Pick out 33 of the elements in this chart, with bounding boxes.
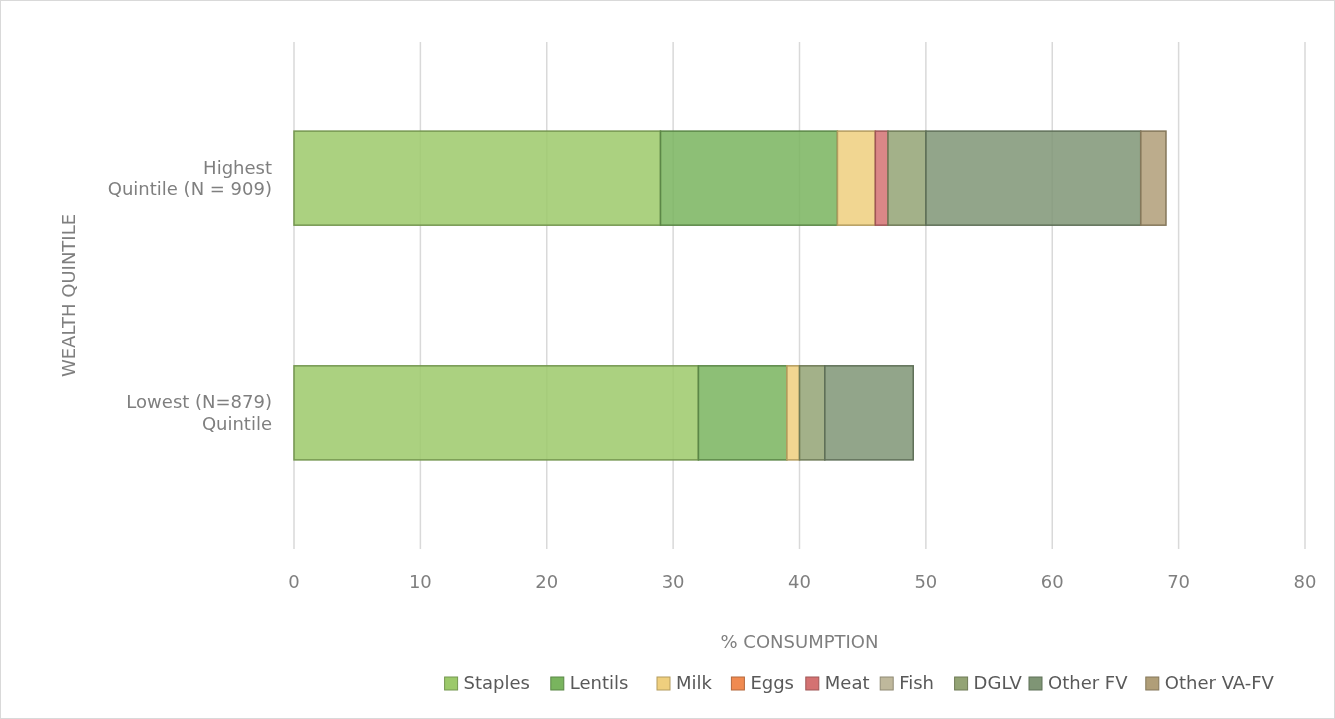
bar bbox=[293, 130, 662, 226]
bar bbox=[798, 365, 826, 461]
x-tick-label: 10 bbox=[408, 571, 432, 592]
x-tick-label: 30 bbox=[661, 571, 685, 592]
legend-label: Other FV bbox=[1048, 672, 1129, 693]
bar bbox=[659, 130, 839, 226]
bar bbox=[824, 365, 914, 461]
x-tick-label: 80 bbox=[1293, 571, 1317, 592]
legend-label: Eggs bbox=[750, 672, 795, 693]
x-tick-label: 20 bbox=[535, 571, 559, 592]
bar bbox=[925, 130, 1142, 226]
x-tick-label: 0 bbox=[288, 571, 300, 592]
legend-label: DGLV bbox=[973, 672, 1023, 693]
bar bbox=[293, 365, 700, 461]
y-tick-label: Highest Quintile (N = 909) bbox=[107, 156, 272, 200]
bar bbox=[1139, 130, 1167, 226]
bar bbox=[697, 365, 788, 461]
legend-label: Staples bbox=[463, 672, 531, 693]
y-tick-label: Lowest (N=879) Quintile bbox=[126, 391, 272, 434]
legend-label: Milk bbox=[676, 672, 713, 693]
y-axis-title: WEALTH QUINTILE bbox=[58, 213, 79, 378]
legend-label: Meat bbox=[824, 672, 870, 693]
bar bbox=[887, 130, 927, 226]
x-tick-label: 50 bbox=[914, 571, 938, 592]
bar bbox=[836, 130, 877, 226]
legend-label: Other VA-FV bbox=[1164, 672, 1275, 693]
x-tick-label: 60 bbox=[1040, 571, 1064, 592]
x-tick-label: 70 bbox=[1167, 571, 1191, 592]
x-axis-title: % CONSUMPTION bbox=[720, 631, 879, 652]
legend-label: Fish bbox=[899, 672, 935, 693]
legend-label: Lentils bbox=[569, 672, 629, 693]
bar bbox=[786, 365, 801, 461]
x-tick-label: 40 bbox=[788, 571, 811, 592]
